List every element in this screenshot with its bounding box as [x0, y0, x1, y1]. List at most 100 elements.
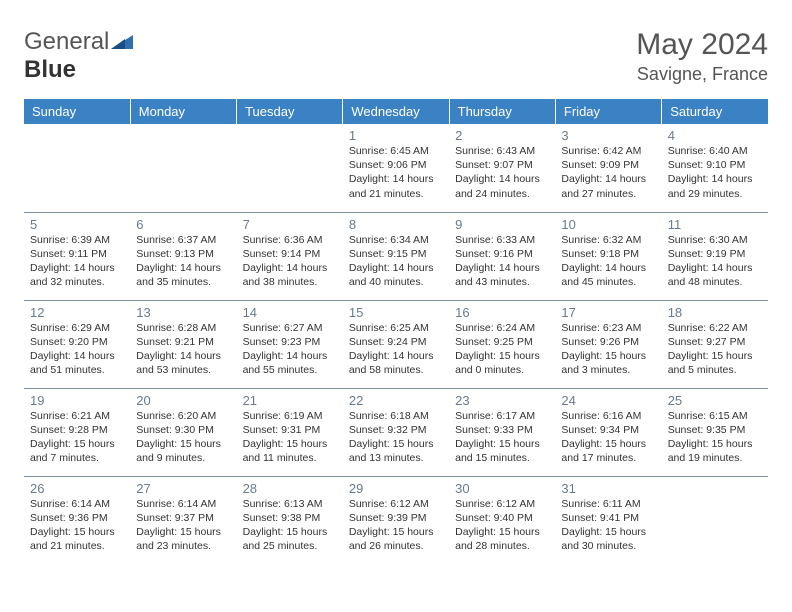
sunrise-text: Sunrise: 6:13 AM — [243, 497, 337, 511]
sunrise-text: Sunrise: 6:42 AM — [561, 144, 655, 158]
sunset-text: Sunset: 9:10 PM — [668, 158, 762, 172]
sunset-text: Sunset: 9:07 PM — [455, 158, 549, 172]
sunset-text: Sunset: 9:19 PM — [668, 247, 762, 261]
day-number: 7 — [243, 217, 337, 232]
calendar-cell: 6Sunrise: 6:37 AMSunset: 9:13 PMDaylight… — [130, 212, 236, 300]
sunset-text: Sunset: 9:28 PM — [30, 423, 124, 437]
calendar-cell: 2Sunrise: 6:43 AMSunset: 9:07 PMDaylight… — [449, 124, 555, 212]
sunset-text: Sunset: 9:26 PM — [561, 335, 655, 349]
sunrise-text: Sunrise: 6:16 AM — [561, 409, 655, 423]
sunset-text: Sunset: 9:15 PM — [349, 247, 443, 261]
sunrise-text: Sunrise: 6:20 AM — [136, 409, 230, 423]
calendar-row: 1Sunrise: 6:45 AMSunset: 9:06 PMDaylight… — [24, 124, 768, 212]
day-number: 28 — [243, 481, 337, 496]
calendar-row: 26Sunrise: 6:14 AMSunset: 9:36 PMDayligh… — [24, 476, 768, 564]
calendar-cell: 18Sunrise: 6:22 AMSunset: 9:27 PMDayligh… — [662, 300, 768, 388]
sunset-text: Sunset: 9:27 PM — [668, 335, 762, 349]
daylight-text: Daylight: 14 hours and 55 minutes. — [243, 349, 337, 377]
day-number: 24 — [561, 393, 655, 408]
calendar-cell: 17Sunrise: 6:23 AMSunset: 9:26 PMDayligh… — [555, 300, 661, 388]
title-block: May 2024 Savigne, France — [636, 28, 768, 85]
calendar-cell: 31Sunrise: 6:11 AMSunset: 9:41 PMDayligh… — [555, 476, 661, 564]
day-number: 19 — [30, 393, 124, 408]
day-number: 6 — [136, 217, 230, 232]
weekday-header: Friday — [555, 99, 661, 124]
sunrise-text: Sunrise: 6:14 AM — [136, 497, 230, 511]
day-number: 25 — [668, 393, 762, 408]
calendar-cell: 12Sunrise: 6:29 AMSunset: 9:20 PMDayligh… — [24, 300, 130, 388]
header: GeneralBlue May 2024 Savigne, France — [24, 28, 768, 85]
daylight-text: Daylight: 15 hours and 23 minutes. — [136, 525, 230, 553]
calendar-cell: 15Sunrise: 6:25 AMSunset: 9:24 PMDayligh… — [343, 300, 449, 388]
sunset-text: Sunset: 9:23 PM — [243, 335, 337, 349]
daylight-text: Daylight: 15 hours and 13 minutes. — [349, 437, 443, 465]
day-number: 11 — [668, 217, 762, 232]
calendar-cell: 8Sunrise: 6:34 AMSunset: 9:15 PMDaylight… — [343, 212, 449, 300]
calendar-cell: 19Sunrise: 6:21 AMSunset: 9:28 PMDayligh… — [24, 388, 130, 476]
brand-part2: Blue — [24, 56, 76, 83]
sunrise-text: Sunrise: 6:40 AM — [668, 144, 762, 158]
daylight-text: Daylight: 14 hours and 45 minutes. — [561, 261, 655, 289]
day-number: 3 — [561, 128, 655, 143]
daylight-text: Daylight: 15 hours and 26 minutes. — [349, 525, 443, 553]
calendar-page: GeneralBlue May 2024 Savigne, France Sun… — [0, 0, 792, 564]
day-number: 26 — [30, 481, 124, 496]
calendar-cell: 1Sunrise: 6:45 AMSunset: 9:06 PMDaylight… — [343, 124, 449, 212]
calendar-cell: 24Sunrise: 6:16 AMSunset: 9:34 PMDayligh… — [555, 388, 661, 476]
daylight-text: Daylight: 14 hours and 29 minutes. — [668, 172, 762, 200]
calendar-cell: 30Sunrise: 6:12 AMSunset: 9:40 PMDayligh… — [449, 476, 555, 564]
sunset-text: Sunset: 9:18 PM — [561, 247, 655, 261]
calendar-cell: 4Sunrise: 6:40 AMSunset: 9:10 PMDaylight… — [662, 124, 768, 212]
sunset-text: Sunset: 9:37 PM — [136, 511, 230, 525]
weekday-header: Saturday — [662, 99, 768, 124]
sunset-text: Sunset: 9:31 PM — [243, 423, 337, 437]
daylight-text: Daylight: 15 hours and 21 minutes. — [30, 525, 124, 553]
sunset-text: Sunset: 9:14 PM — [243, 247, 337, 261]
calendar-cell: 27Sunrise: 6:14 AMSunset: 9:37 PMDayligh… — [130, 476, 236, 564]
sunrise-text: Sunrise: 6:34 AM — [349, 233, 443, 247]
calendar-cell: 5Sunrise: 6:39 AMSunset: 9:11 PMDaylight… — [24, 212, 130, 300]
sunset-text: Sunset: 9:20 PM — [30, 335, 124, 349]
weekday-header: Sunday — [24, 99, 130, 124]
daylight-text: Daylight: 15 hours and 3 minutes. — [561, 349, 655, 377]
calendar-cell: 7Sunrise: 6:36 AMSunset: 9:14 PMDaylight… — [237, 212, 343, 300]
calendar-cell: 3Sunrise: 6:42 AMSunset: 9:09 PMDaylight… — [555, 124, 661, 212]
daylight-text: Daylight: 14 hours and 35 minutes. — [136, 261, 230, 289]
sunset-text: Sunset: 9:40 PM — [455, 511, 549, 525]
sunrise-text: Sunrise: 6:43 AM — [455, 144, 549, 158]
daylight-text: Daylight: 14 hours and 21 minutes. — [349, 172, 443, 200]
sunset-text: Sunset: 9:35 PM — [668, 423, 762, 437]
daylight-text: Daylight: 14 hours and 27 minutes. — [561, 172, 655, 200]
sunrise-text: Sunrise: 6:36 AM — [243, 233, 337, 247]
calendar-cell: 29Sunrise: 6:12 AMSunset: 9:39 PMDayligh… — [343, 476, 449, 564]
day-number: 20 — [136, 393, 230, 408]
sunset-text: Sunset: 9:41 PM — [561, 511, 655, 525]
calendar-head: SundayMondayTuesdayWednesdayThursdayFrid… — [24, 99, 768, 124]
sunset-text: Sunset: 9:39 PM — [349, 511, 443, 525]
sunset-text: Sunset: 9:36 PM — [30, 511, 124, 525]
sunset-text: Sunset: 9:13 PM — [136, 247, 230, 261]
daylight-text: Daylight: 15 hours and 30 minutes. — [561, 525, 655, 553]
sunrise-text: Sunrise: 6:11 AM — [561, 497, 655, 511]
calendar-cell: 14Sunrise: 6:27 AMSunset: 9:23 PMDayligh… — [237, 300, 343, 388]
sunrise-text: Sunrise: 6:21 AM — [30, 409, 124, 423]
sunrise-text: Sunrise: 6:29 AM — [30, 321, 124, 335]
sunrise-text: Sunrise: 6:19 AM — [243, 409, 337, 423]
sunrise-text: Sunrise: 6:37 AM — [136, 233, 230, 247]
daylight-text: Daylight: 14 hours and 58 minutes. — [349, 349, 443, 377]
day-number: 18 — [668, 305, 762, 320]
day-number: 16 — [455, 305, 549, 320]
calendar-cell: 26Sunrise: 6:14 AMSunset: 9:36 PMDayligh… — [24, 476, 130, 564]
sunrise-text: Sunrise: 6:24 AM — [455, 321, 549, 335]
daylight-text: Daylight: 14 hours and 32 minutes. — [30, 261, 124, 289]
daylight-text: Daylight: 15 hours and 17 minutes. — [561, 437, 655, 465]
sunrise-text: Sunrise: 6:22 AM — [668, 321, 762, 335]
day-number: 10 — [561, 217, 655, 232]
brand-text: GeneralBlue — [24, 28, 133, 84]
sunrise-text: Sunrise: 6:23 AM — [561, 321, 655, 335]
daylight-text: Daylight: 14 hours and 53 minutes. — [136, 349, 230, 377]
calendar-cell: 23Sunrise: 6:17 AMSunset: 9:33 PMDayligh… — [449, 388, 555, 476]
day-number: 12 — [30, 305, 124, 320]
daylight-text: Daylight: 15 hours and 25 minutes. — [243, 525, 337, 553]
sunset-text: Sunset: 9:11 PM — [30, 247, 124, 261]
